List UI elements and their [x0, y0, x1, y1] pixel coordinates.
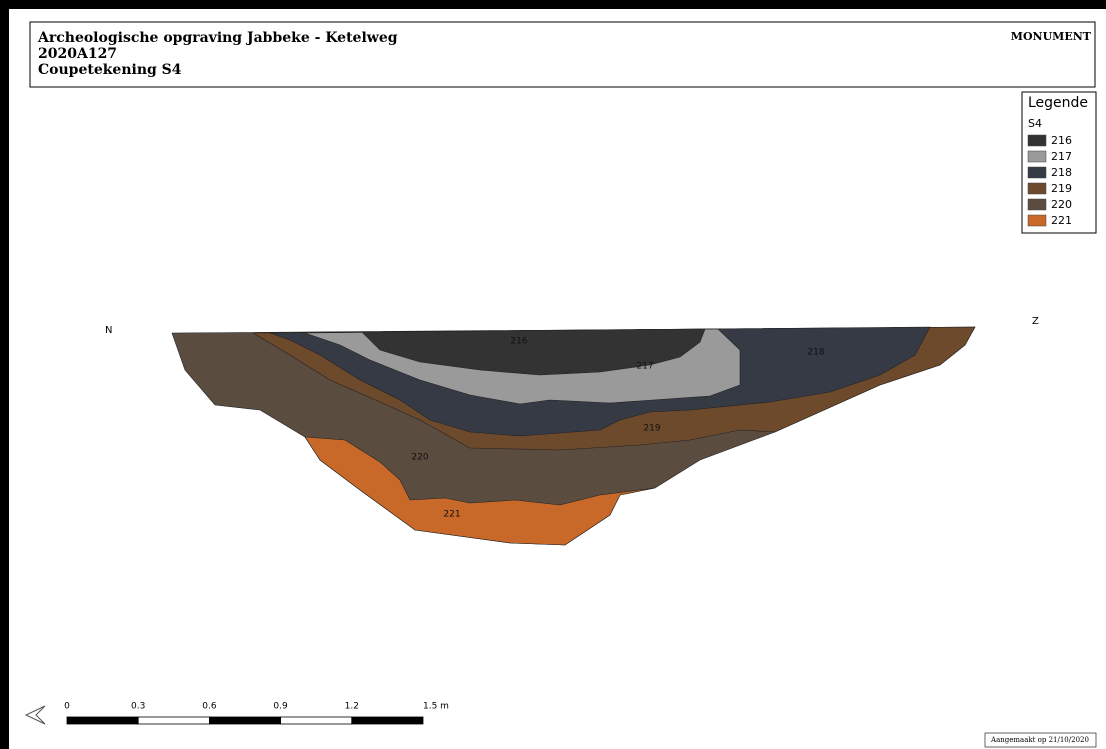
top-border: [0, 0, 1106, 9]
scale-segment: [208, 716, 281, 725]
legend-swatch: [1027, 182, 1047, 195]
footer: Aangemaakt op 21/10/2020: [990, 736, 1089, 744]
legend-swatch: [1027, 214, 1047, 227]
layer-label: 216: [510, 337, 527, 347]
legend-label: 218: [1051, 166, 1072, 179]
scale-segment: [66, 716, 139, 725]
legend-label: 220: [1051, 198, 1072, 211]
logo: MONUMENT: [1011, 30, 1092, 43]
footer-box: [984, 732, 1097, 748]
legend-swatch: [1027, 134, 1047, 147]
left-border: [0, 0, 9, 749]
layer-shape: [304, 436, 656, 546]
scale-label: 0.9: [273, 702, 288, 712]
south-label: Z: [1032, 316, 1039, 327]
section-drawing: 220 221 219 218 217 216: [171, 326, 976, 546]
north-label: N: [105, 325, 112, 336]
scale-label: 0: [64, 702, 70, 712]
layer-label: 220: [411, 453, 428, 463]
scale-segment: [351, 716, 424, 725]
scale-segment: [137, 716, 210, 725]
north-arrow: [24, 705, 46, 725]
header-line: 2020A127: [38, 46, 117, 62]
legend-group: S4: [1028, 117, 1042, 130]
scale-label: 0.6: [202, 702, 217, 712]
legend-label: 216: [1051, 134, 1072, 147]
legend-label: 219: [1051, 182, 1072, 195]
scale-bar: 0 0.3 0.6 0.9 1.2 1.5 m: [64, 702, 449, 725]
legend-title: Legende: [1028, 95, 1088, 111]
layer-shape: [361, 328, 706, 376]
header-box: [29, 21, 1096, 88]
legend-swatch: [1027, 166, 1047, 179]
scale-segment: [280, 716, 353, 725]
scale-label: 0.3: [131, 702, 145, 712]
layer-label: 219: [643, 424, 660, 434]
header-line: Coupetekening S4: [38, 62, 182, 78]
header-line: Archeologische opgraving Jabbeke - Ketel…: [37, 30, 398, 46]
legend-swatch: [1027, 150, 1047, 163]
layer-label: 221: [443, 510, 460, 520]
layer-label: 218: [807, 348, 824, 358]
legend-swatch: [1027, 198, 1047, 211]
legend-label: 217: [1051, 150, 1072, 163]
layer-label: 217: [636, 362, 653, 372]
scale-label: 1.5 m: [423, 702, 449, 712]
scale-label: 1.2: [345, 702, 359, 712]
legend-label: 221: [1051, 214, 1072, 227]
